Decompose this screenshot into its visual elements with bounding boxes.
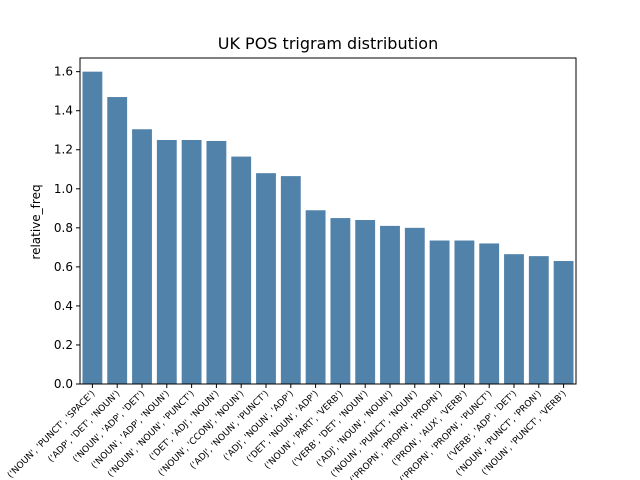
bar (454, 240, 475, 384)
y-tick-label: 0.2 (54, 338, 73, 352)
y-axis-label: relative_freq (29, 184, 43, 259)
bar (206, 140, 227, 384)
bars-group (82, 71, 574, 384)
bar (528, 256, 549, 384)
bar (82, 71, 103, 384)
y-tick-label: 0.0 (54, 377, 73, 391)
y-tick-label: 0.6 (54, 260, 73, 274)
y-tick-label: 1.6 (54, 65, 73, 79)
y-tick-label: 1.4 (54, 104, 73, 118)
bar (231, 156, 252, 384)
y-tick-label: 0.8 (54, 221, 73, 235)
plot-frame (79, 57, 577, 385)
bar (156, 139, 177, 384)
y-tick-label: 1.2 (54, 143, 73, 157)
y-tick-label: 1.0 (54, 182, 73, 196)
bar (479, 243, 500, 384)
bar (404, 227, 425, 384)
y-axis: 0.0 0.2 0.4 0.6 0.8 1.0 1.2 1.4 1.6 (54, 65, 80, 391)
bar (380, 225, 400, 384)
chart-title: UK POS trigram distribution (218, 34, 438, 53)
bar (132, 129, 152, 384)
y-tick-label: 0.4 (54, 299, 73, 313)
bar (330, 218, 351, 384)
bar (553, 261, 574, 384)
bar (305, 210, 326, 384)
bar (355, 220, 376, 384)
bar (107, 97, 128, 384)
x-axis: ('NOUN', 'PUNCT', 'SPACE')('ADP', 'DET',… (6, 384, 569, 480)
bar (504, 254, 524, 384)
bar (280, 176, 301, 384)
bar (256, 173, 276, 384)
bar (181, 139, 202, 384)
bar (429, 240, 450, 384)
